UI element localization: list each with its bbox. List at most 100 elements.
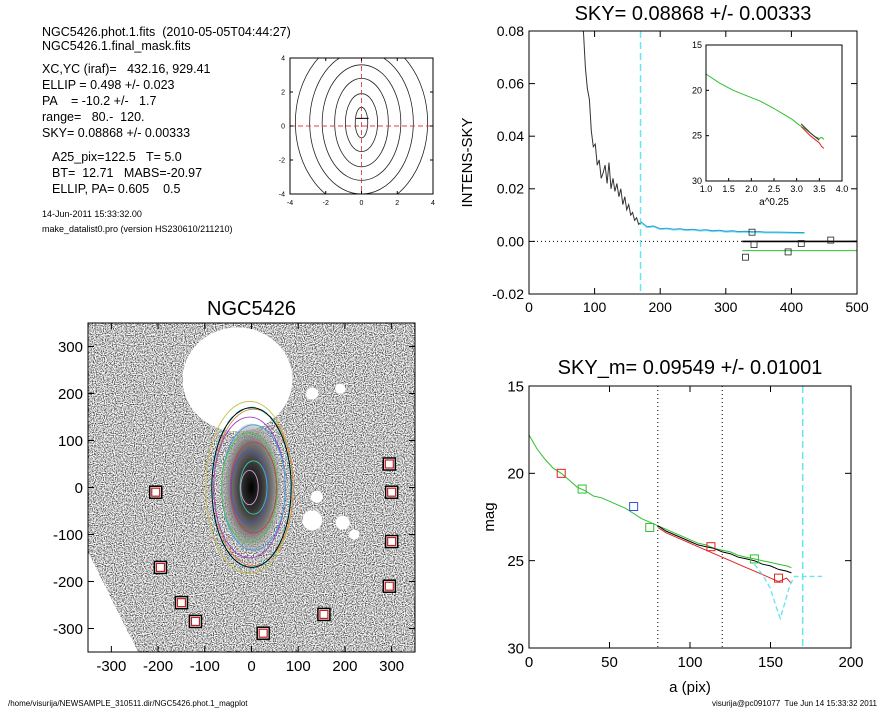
masked-corner [88,552,138,652]
x-tick-label: 200 [649,299,673,315]
footer-path: /home/visurija/NEWSAMPLE_310511.dir/NGC5… [8,699,248,708]
sky-point [742,253,749,261]
isophote-ellipse [230,451,269,524]
info-date: 14-Jun-2011 15:33:32.00 [42,209,142,219]
masked-star [335,383,346,394]
info-xcyc: XC,YC (iraf)= 432.16, 929.41 [42,62,211,76]
mag-title: SKY_m= 0.09549 +/- 0.01001 [558,357,823,379]
mag-profile-cyan [753,563,822,621]
info-sky: SKY= 0.08868 +/- 0.00333 [42,126,191,140]
sky-box [174,595,189,610]
info-pa: PA = -10.2 +/- 1.7 [42,94,157,108]
x-tick-label: 300 [379,658,404,675]
x-tick-label: 100 [583,299,607,315]
y-tick-label: 0 [75,480,83,497]
sky-box-inner [151,487,161,497]
mag-ylabel: mag [481,502,498,531]
image-plot: -300 -200 -100 0 100 200 300 -300 -200 -100 0 100 20… [53,298,416,675]
sky-point [784,248,792,256]
sky-box-inner [155,562,166,573]
x-tick-label: 200 [332,658,357,675]
mag-point [706,542,716,552]
mag-plot: 0 50 100 150 200 15 20 25 30 SKY_m= 0.09549 +/- 0… [481,357,864,696]
sky-box [382,579,397,593]
mag-point [629,502,639,512]
x-tick-label: 150 [758,654,783,671]
y-tick-label: 0.06 [497,76,524,92]
outer-ellipse [211,407,292,568]
sky-series [529,31,857,294]
sky-box [188,614,203,629]
sky-box [256,626,270,640]
y-tick-label: -2 [279,157,285,164]
inset-y-tick-label: 30 [692,176,702,186]
sky-box-inner [319,609,329,620]
inset-green-profile [706,73,825,140]
masked-star [310,490,323,503]
plot-frame [528,30,858,295]
sky-box [382,457,397,471]
x-tick-label: 100 [677,654,702,671]
contour-line [309,58,414,194]
x-tick-label: -300 [96,658,126,675]
sky-ylabel: INTENS-SKY [459,117,476,207]
isophote-ellipse [240,469,259,506]
inset-background [706,45,842,181]
contour-plot: -4 -2 0 2 4 -4 -2 0 2 4 [279,55,435,207]
x-tick-label: 300 [714,299,738,315]
intensity-profile [582,31,641,226]
sky-box [317,607,331,622]
masked-star [302,510,323,531]
inset-xlabel: a^0.25 [759,197,789,208]
mag-profile-red [657,527,792,584]
x-tick-label: 200 [838,654,863,671]
info-line-1: NGC5426.phot.1.fits (2010-05-05T04:44:27… [42,25,291,39]
isophote-ellipse [239,460,268,515]
sky-box-inner [384,459,394,469]
sky-box-inner [384,581,394,591]
x-tick-label: 100 [286,658,311,675]
y-tick-label: 30 [507,640,524,657]
sky-point [750,241,758,248]
masked-star [335,515,350,530]
inset-series [706,73,825,149]
info-a25: A25_pix=122.5 T= 5.0 [52,150,182,164]
mag-point [774,573,784,583]
y-tick-label: -4 [279,191,285,198]
info-line-2: NGC5426.1.final_mask.fits [42,39,191,53]
y-tick-label: 0.08 [497,23,524,39]
galaxy-body [221,423,282,552]
mag-series [529,386,822,648]
mag-point [749,554,759,564]
y-tick-label: -300 [53,621,83,638]
y-tick-label: 0.00 [497,233,524,249]
sky-point [827,236,835,244]
sky-title: SKY= 0.08868 +/- 0.00333 [575,3,812,25]
y-tick-label: 300 [58,339,83,356]
x-tick-label: 0 [525,299,533,315]
mag-point [645,522,655,532]
inset-red-profile [800,126,825,149]
sky-box [384,485,399,499]
image-content [88,323,415,652]
sky-box-inner [176,598,187,608]
contour-line [294,58,429,194]
y-tick-label: 200 [58,386,83,403]
y-tick-label: -0.02 [492,286,524,302]
sky-box-inner [258,628,268,638]
image-title: NGC5426 [207,298,296,320]
sky-box [148,485,163,499]
masked-star [349,529,360,540]
mag-profile-green [529,434,792,569]
x-tick-label: 4 [431,200,435,207]
x-tick-label: -4 [287,200,293,207]
mag-xlabel: a (pix) [669,679,711,696]
inset-x-tick-label: 4.0 [836,184,849,194]
x-tick-label: 0 [525,654,533,671]
sky-box-inner [387,536,397,547]
x-tick-label: -2 [323,200,329,207]
y-tick-label: 0.04 [497,128,524,144]
outer-profile [640,221,805,234]
inset-y-tick-label: 25 [692,131,702,141]
y-tick-label: 15 [507,378,524,395]
